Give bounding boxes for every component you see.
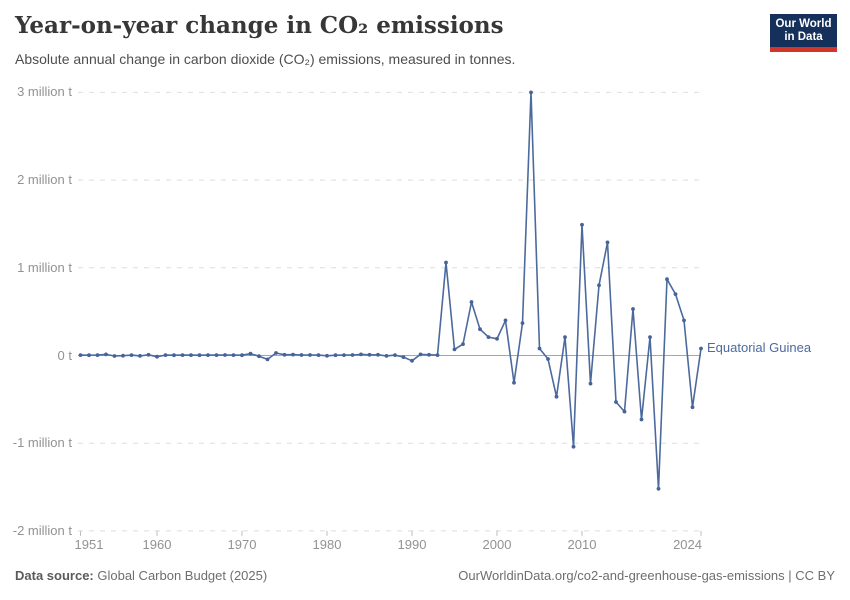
- chart-subtitle: Absolute annual change in carbon dioxide…: [15, 51, 516, 67]
- data-source-label: Data source:: [15, 568, 94, 583]
- y-axis-label: 1 million t: [17, 259, 72, 275]
- y-axis-label: -2 million t: [12, 522, 72, 538]
- owid-url-link[interactable]: OurWorldinData.org/co2-and-greenhouse-ga…: [458, 568, 835, 583]
- x-axis-label: 1970: [227, 536, 257, 552]
- y-axis-label: 3 million t: [17, 84, 72, 100]
- owid-logo[interactable]: Our World in Data: [770, 14, 837, 52]
- owid-logo-line1: Our World: [775, 17, 832, 30]
- x-axis-label: 2000: [482, 536, 512, 552]
- series-label-equatorial-guinea: Equatorial Guinea: [707, 340, 812, 356]
- y-axis-label: -1 million t: [12, 435, 72, 451]
- x-axis-label: 2010: [567, 536, 597, 552]
- data-source: Data source: Global Carbon Budget (2025): [15, 568, 267, 583]
- chart-title: Year-on-year change in CO₂ emissions: [15, 12, 504, 39]
- y-axis-label: 2 million t: [17, 172, 72, 188]
- x-axis-label: 2024: [673, 536, 702, 552]
- chart-footer: Data source: Global Carbon Budget (2025)…: [15, 568, 835, 583]
- data-source-value: Global Carbon Budget (2025): [93, 568, 268, 583]
- y-axis-label: 0 t: [57, 347, 72, 363]
- x-axis-label: 1960: [142, 536, 172, 552]
- x-axis-label: 1990: [397, 536, 427, 552]
- x-axis-label: 1951: [74, 536, 104, 552]
- owid-logo-line2: in Data: [784, 30, 823, 43]
- x-axis-label: 1980: [312, 536, 342, 552]
